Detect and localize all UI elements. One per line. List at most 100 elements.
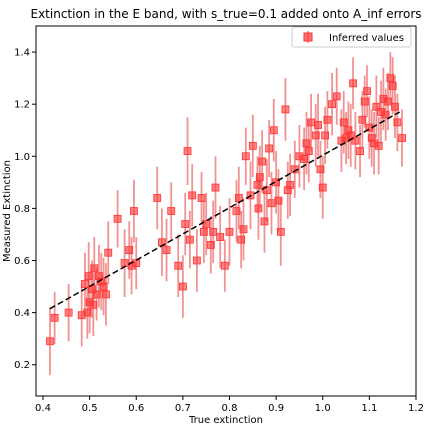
y-tick-label: 0.4: [14, 308, 30, 319]
data-point: [375, 142, 382, 149]
data-point: [90, 301, 97, 308]
data-point: [261, 218, 268, 225]
data-point: [308, 119, 315, 126]
data-point: [350, 80, 357, 87]
x-tick-label: 0.4: [35, 403, 51, 414]
x-tick-label: 0.5: [82, 403, 98, 414]
data-point: [387, 75, 394, 82]
data-point: [85, 273, 92, 280]
data-point: [163, 247, 170, 254]
data-point: [133, 260, 140, 267]
data-point: [221, 262, 228, 269]
data-point: [154, 194, 161, 201]
data-point: [389, 82, 396, 89]
data-point: [102, 291, 109, 298]
data-point: [189, 192, 196, 199]
x-tick-label: 0.7: [175, 403, 191, 414]
data-point: [266, 145, 273, 152]
data-point: [312, 132, 319, 139]
x-axis-title: True extinction: [188, 415, 263, 426]
data-point: [364, 88, 371, 95]
data-point: [198, 194, 205, 201]
data-point: [65, 309, 72, 316]
data-point: [275, 197, 282, 204]
x-tick-label: 1.1: [361, 403, 377, 414]
data-point: [238, 236, 245, 243]
legend: Inferred values: [292, 27, 411, 47]
data-point: [382, 111, 389, 118]
data-point: [212, 184, 219, 191]
data-point: [193, 257, 200, 264]
legend-marker: [304, 33, 312, 41]
data-point: [394, 119, 401, 126]
chart-title: Extinction in the E band, with s_true=0.…: [30, 7, 421, 21]
data-point: [361, 98, 368, 105]
data-point: [105, 249, 112, 256]
x-tick-label: 0.6: [128, 403, 144, 414]
data-point: [91, 265, 98, 272]
data-point: [200, 228, 207, 235]
y-tick-label: 0.6: [14, 256, 30, 267]
data-point: [357, 148, 364, 155]
data-point: [392, 103, 399, 110]
y-tick-label: 1.4: [14, 48, 30, 59]
data-point: [175, 262, 182, 269]
data-point: [399, 135, 406, 142]
data-point: [242, 153, 249, 160]
data-point: [305, 148, 312, 155]
data-point: [315, 122, 322, 129]
data-point: [130, 208, 137, 215]
legend-label: Inferred values: [329, 33, 404, 44]
x-tick-label: 0.8: [222, 403, 238, 414]
data-point: [333, 93, 340, 100]
x-tick-label: 1.2: [408, 403, 424, 414]
data-point: [385, 98, 392, 105]
data-point: [46, 338, 53, 345]
data-point: [324, 116, 331, 123]
data-point: [301, 155, 308, 162]
data-point: [182, 221, 189, 228]
data-point: [359, 116, 366, 123]
y-tick-label: 0.2: [14, 360, 30, 371]
data-point: [126, 247, 133, 254]
data-point: [256, 174, 263, 181]
data-point: [184, 148, 191, 155]
y-tick-label: 1.2: [14, 100, 30, 111]
data-point: [268, 200, 275, 207]
data-point: [240, 226, 247, 233]
data-point: [322, 132, 329, 139]
data-point: [249, 142, 256, 149]
data-point: [317, 166, 324, 173]
data-point: [259, 158, 266, 165]
data-point: [287, 181, 294, 188]
data-point: [303, 140, 310, 147]
data-point: [84, 309, 91, 316]
data-point: [210, 228, 217, 235]
data-point: [233, 208, 240, 215]
x-tick-label: 1.0: [315, 403, 331, 414]
data-point: [51, 314, 58, 321]
data-point: [254, 181, 261, 188]
data-point: [340, 119, 347, 126]
data-point: [121, 260, 128, 267]
data-point: [168, 208, 175, 215]
data-point: [217, 234, 224, 241]
data-point: [186, 236, 193, 243]
y-tick-label: 1.0: [14, 152, 30, 163]
y-tick-label: 0.8: [14, 204, 30, 215]
data-point: [100, 283, 107, 290]
data-point: [270, 127, 277, 134]
x-tick-label: 0.9: [268, 403, 284, 414]
data-point: [255, 205, 262, 212]
data-point: [114, 215, 121, 222]
data-point: [226, 228, 233, 235]
data-point: [93, 291, 100, 298]
data-point: [282, 106, 289, 113]
data-point: [329, 101, 336, 108]
data-point: [319, 184, 326, 191]
data-point: [81, 280, 88, 287]
data-point: [207, 241, 214, 248]
data-point: [179, 283, 186, 290]
data-point: [277, 228, 284, 235]
